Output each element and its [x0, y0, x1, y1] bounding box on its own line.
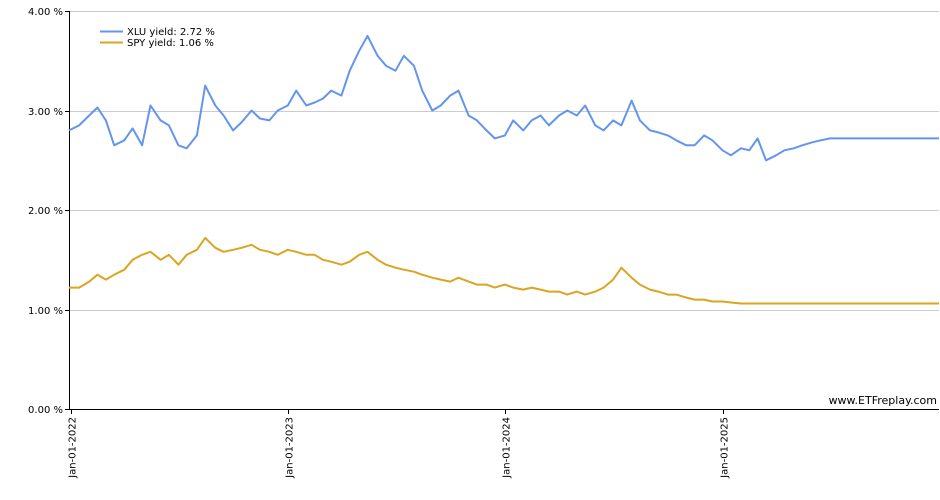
- legend: XLU yield: 2.72 %SPY yield: 1.06 %: [100, 27, 215, 49]
- series-line-1: [69, 236, 939, 305]
- x-tick-label-2: Jan-01-2024: [502, 417, 513, 479]
- axes: 0.00 % 1.00 % 2.00 % 3.00 % 4.00 % Jan-01-202…: [28, 7, 939, 479]
- grid: [69, 11, 939, 311]
- legend-label-0: XLU yield: 2.72 %: [127, 27, 215, 38]
- x-tick-label-1: Jan-01-2023: [285, 417, 296, 479]
- y-tick-label-3: 3.00 %: [28, 107, 63, 118]
- y-tick-label-4: 4.00 %: [28, 7, 63, 18]
- series-line-0: [68, 34, 939, 162]
- x-tick-label-3: Jan-01-2025: [720, 417, 731, 479]
- y-tick-label-0: 0.00 %: [28, 405, 63, 416]
- series-lines: [68, 34, 939, 305]
- watermark: www.ETFreplay.com: [829, 394, 937, 407]
- y-tick-label-1: 1.00 %: [28, 306, 63, 317]
- x-tick-label-0: Jan-01-2022: [68, 417, 79, 479]
- y-tick-label-2: 2.00 %: [28, 206, 63, 217]
- legend-label-1: SPY yield: 1.06 %: [127, 38, 214, 49]
